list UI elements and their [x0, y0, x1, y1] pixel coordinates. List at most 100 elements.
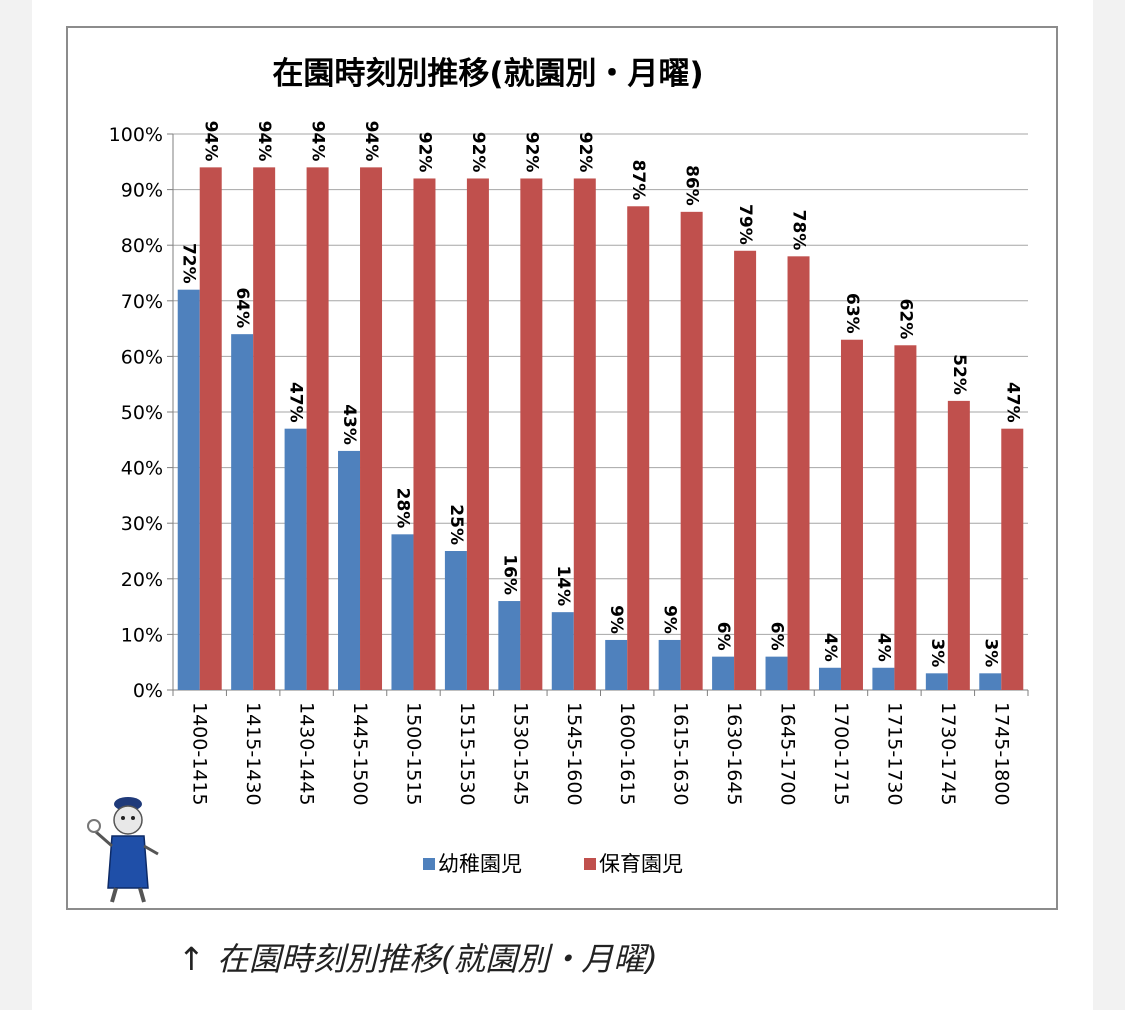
- bar-nursery: [466, 178, 489, 691]
- x-tick-label: 1500-1515: [402, 702, 424, 806]
- bar-nursery: [734, 250, 757, 690]
- y-tick-label: 40%: [121, 458, 163, 480]
- data-label-nursery: 78%: [789, 210, 809, 251]
- data-label-nursery: 94%: [361, 121, 381, 162]
- bar-nursery: [253, 167, 276, 691]
- mascot-illustration: [87, 797, 159, 903]
- bar-nursery: [840, 339, 863, 690]
- bar-chart: 在園時刻別推移(就園別・月曜) 0% 10% 20% 30% 40% 50% 60% 70% 8…: [87, 56, 1029, 903]
- x-tick-label: 1600-1615: [616, 702, 638, 806]
- chart-frame: 在園時刻別推移(就園別・月曜) 0% 10% 20% 30% 40% 50% 60% 70% 8…: [66, 26, 1058, 910]
- caption-text: 在園時刻別推移(就園別・月曜): [216, 940, 658, 978]
- bar-kindergarten: [979, 673, 1002, 690]
- data-label-nursery: 94%: [254, 121, 274, 162]
- legend: 幼稚園児 保育園児: [423, 852, 683, 876]
- data-label-nursery: 87%: [628, 160, 648, 201]
- bar-kindergarten: [444, 551, 467, 690]
- x-tick-label: 1715-1730: [883, 702, 905, 806]
- y-tick-label: 60%: [121, 346, 163, 368]
- y-axis-ticks: 0% 10% 20% 30% 40% 50% 60% 70% 80% 90% 100%: [109, 124, 173, 702]
- data-label-kindergarten: 14%: [553, 565, 573, 606]
- data-label-kindergarten: 4%: [820, 633, 840, 662]
- x-tick-label: 1445-1500: [349, 702, 371, 806]
- x-tick-label: 1645-1700: [777, 702, 799, 806]
- bar-nursery: [413, 178, 436, 691]
- bar-nursery: [894, 345, 917, 690]
- x-tick-label: 1415-1430: [242, 702, 264, 806]
- legend-swatch-kindergarten: [423, 858, 435, 870]
- bar-nursery: [627, 206, 650, 690]
- bars: [177, 167, 1024, 691]
- bar-kindergarten: [712, 656, 735, 690]
- data-label-kindergarten: 3%: [927, 638, 947, 667]
- data-label-nursery: 62%: [895, 299, 915, 340]
- data-label-nursery: 92%: [468, 132, 488, 173]
- x-tick-label: 1515-1530: [456, 702, 478, 806]
- y-tick-label: 70%: [121, 291, 163, 313]
- bar-kindergarten: [498, 601, 521, 690]
- chart-title: 在園時刻別推移(就園別・月曜): [272, 56, 703, 92]
- data-label-nursery: 79%: [735, 204, 755, 245]
- bar-nursery: [520, 178, 543, 691]
- data-label-nursery: 92%: [521, 132, 541, 173]
- bar-kindergarten: [284, 428, 307, 690]
- data-label-kindergarten: 9%: [660, 605, 680, 634]
- x-axis-ticks: 1400-1415 1415-1430 1430-1445 1445-1500 1500…: [189, 702, 1013, 806]
- bar-nursery: [787, 256, 810, 690]
- bar-kindergarten: [872, 667, 895, 690]
- data-label-nursery: 94%: [308, 121, 328, 162]
- y-tick-label: 0%: [133, 680, 163, 702]
- data-label-nursery: 63%: [842, 293, 862, 334]
- bar-kindergarten: [925, 673, 948, 690]
- bar-nursery: [199, 167, 222, 691]
- data-label-kindergarten: 9%: [606, 605, 626, 634]
- bar-nursery: [680, 211, 703, 690]
- y-tick-label: 30%: [121, 513, 163, 535]
- x-tick-label: 1430-1445: [296, 702, 318, 806]
- bar-kindergarten: [551, 612, 574, 690]
- x-tick-label: 1730-1745: [937, 702, 959, 806]
- y-tick-label: 90%: [121, 180, 163, 202]
- data-label-nursery: 92%: [414, 132, 434, 173]
- data-label-kindergarten: 47%: [286, 382, 306, 423]
- bar-nursery: [573, 178, 596, 691]
- data-label-kindergarten: 3%: [980, 638, 1000, 667]
- data-labels: 72% 94% 64% 94% 47% 94% 43% 94% 28% 92% 25% 92% 16% 9…: [179, 121, 1023, 668]
- bar-kindergarten: [605, 639, 628, 690]
- data-label-kindergarten: 25%: [446, 504, 466, 545]
- data-label-kindergarten: 28%: [392, 488, 412, 529]
- bar-kindergarten: [765, 656, 788, 690]
- data-label-kindergarten: 6%: [767, 622, 787, 651]
- x-tick-label: 1545-1600: [563, 702, 585, 806]
- y-tick-label: 50%: [121, 402, 163, 424]
- mascot-head: [113, 805, 143, 835]
- bar-kindergarten: [658, 639, 681, 690]
- legend-label-nursery: 保育園児: [599, 852, 683, 876]
- y-tick-label: 80%: [121, 235, 163, 257]
- data-label-nursery: 86%: [682, 165, 702, 206]
- x-tick-label: 1530-1545: [509, 702, 531, 806]
- figure-caption: ↑ 在園時刻別推移(就園別・月曜): [178, 934, 658, 980]
- bar-nursery: [360, 167, 383, 691]
- bar-kindergarten: [391, 534, 414, 690]
- bar-kindergarten: [231, 334, 254, 690]
- legend-label-kindergarten: 幼稚園児: [438, 852, 522, 876]
- bar-kindergarten: [338, 450, 361, 690]
- data-label-nursery: 52%: [949, 354, 969, 395]
- bar-kindergarten: [818, 667, 841, 690]
- y-tick-label: 10%: [121, 624, 163, 646]
- bar-nursery: [306, 167, 329, 691]
- data-label-kindergarten: 6%: [713, 622, 733, 651]
- y-tick-label: 20%: [121, 569, 163, 591]
- data-label-kindergarten: 64%: [232, 287, 252, 328]
- data-label-kindergarten: 72%: [179, 243, 199, 284]
- x-axis: [172, 134, 1029, 696]
- data-label-kindergarten: 4%: [873, 633, 893, 662]
- data-label-kindergarten: 43%: [339, 404, 359, 445]
- data-label-nursery: 94%: [201, 121, 221, 162]
- x-tick-label: 1400-1415: [189, 702, 211, 806]
- x-tick-label: 1630-1645: [723, 702, 745, 806]
- data-label-nursery: 92%: [575, 132, 595, 173]
- bar-kindergarten: [177, 289, 200, 690]
- mascot-body: [107, 835, 149, 889]
